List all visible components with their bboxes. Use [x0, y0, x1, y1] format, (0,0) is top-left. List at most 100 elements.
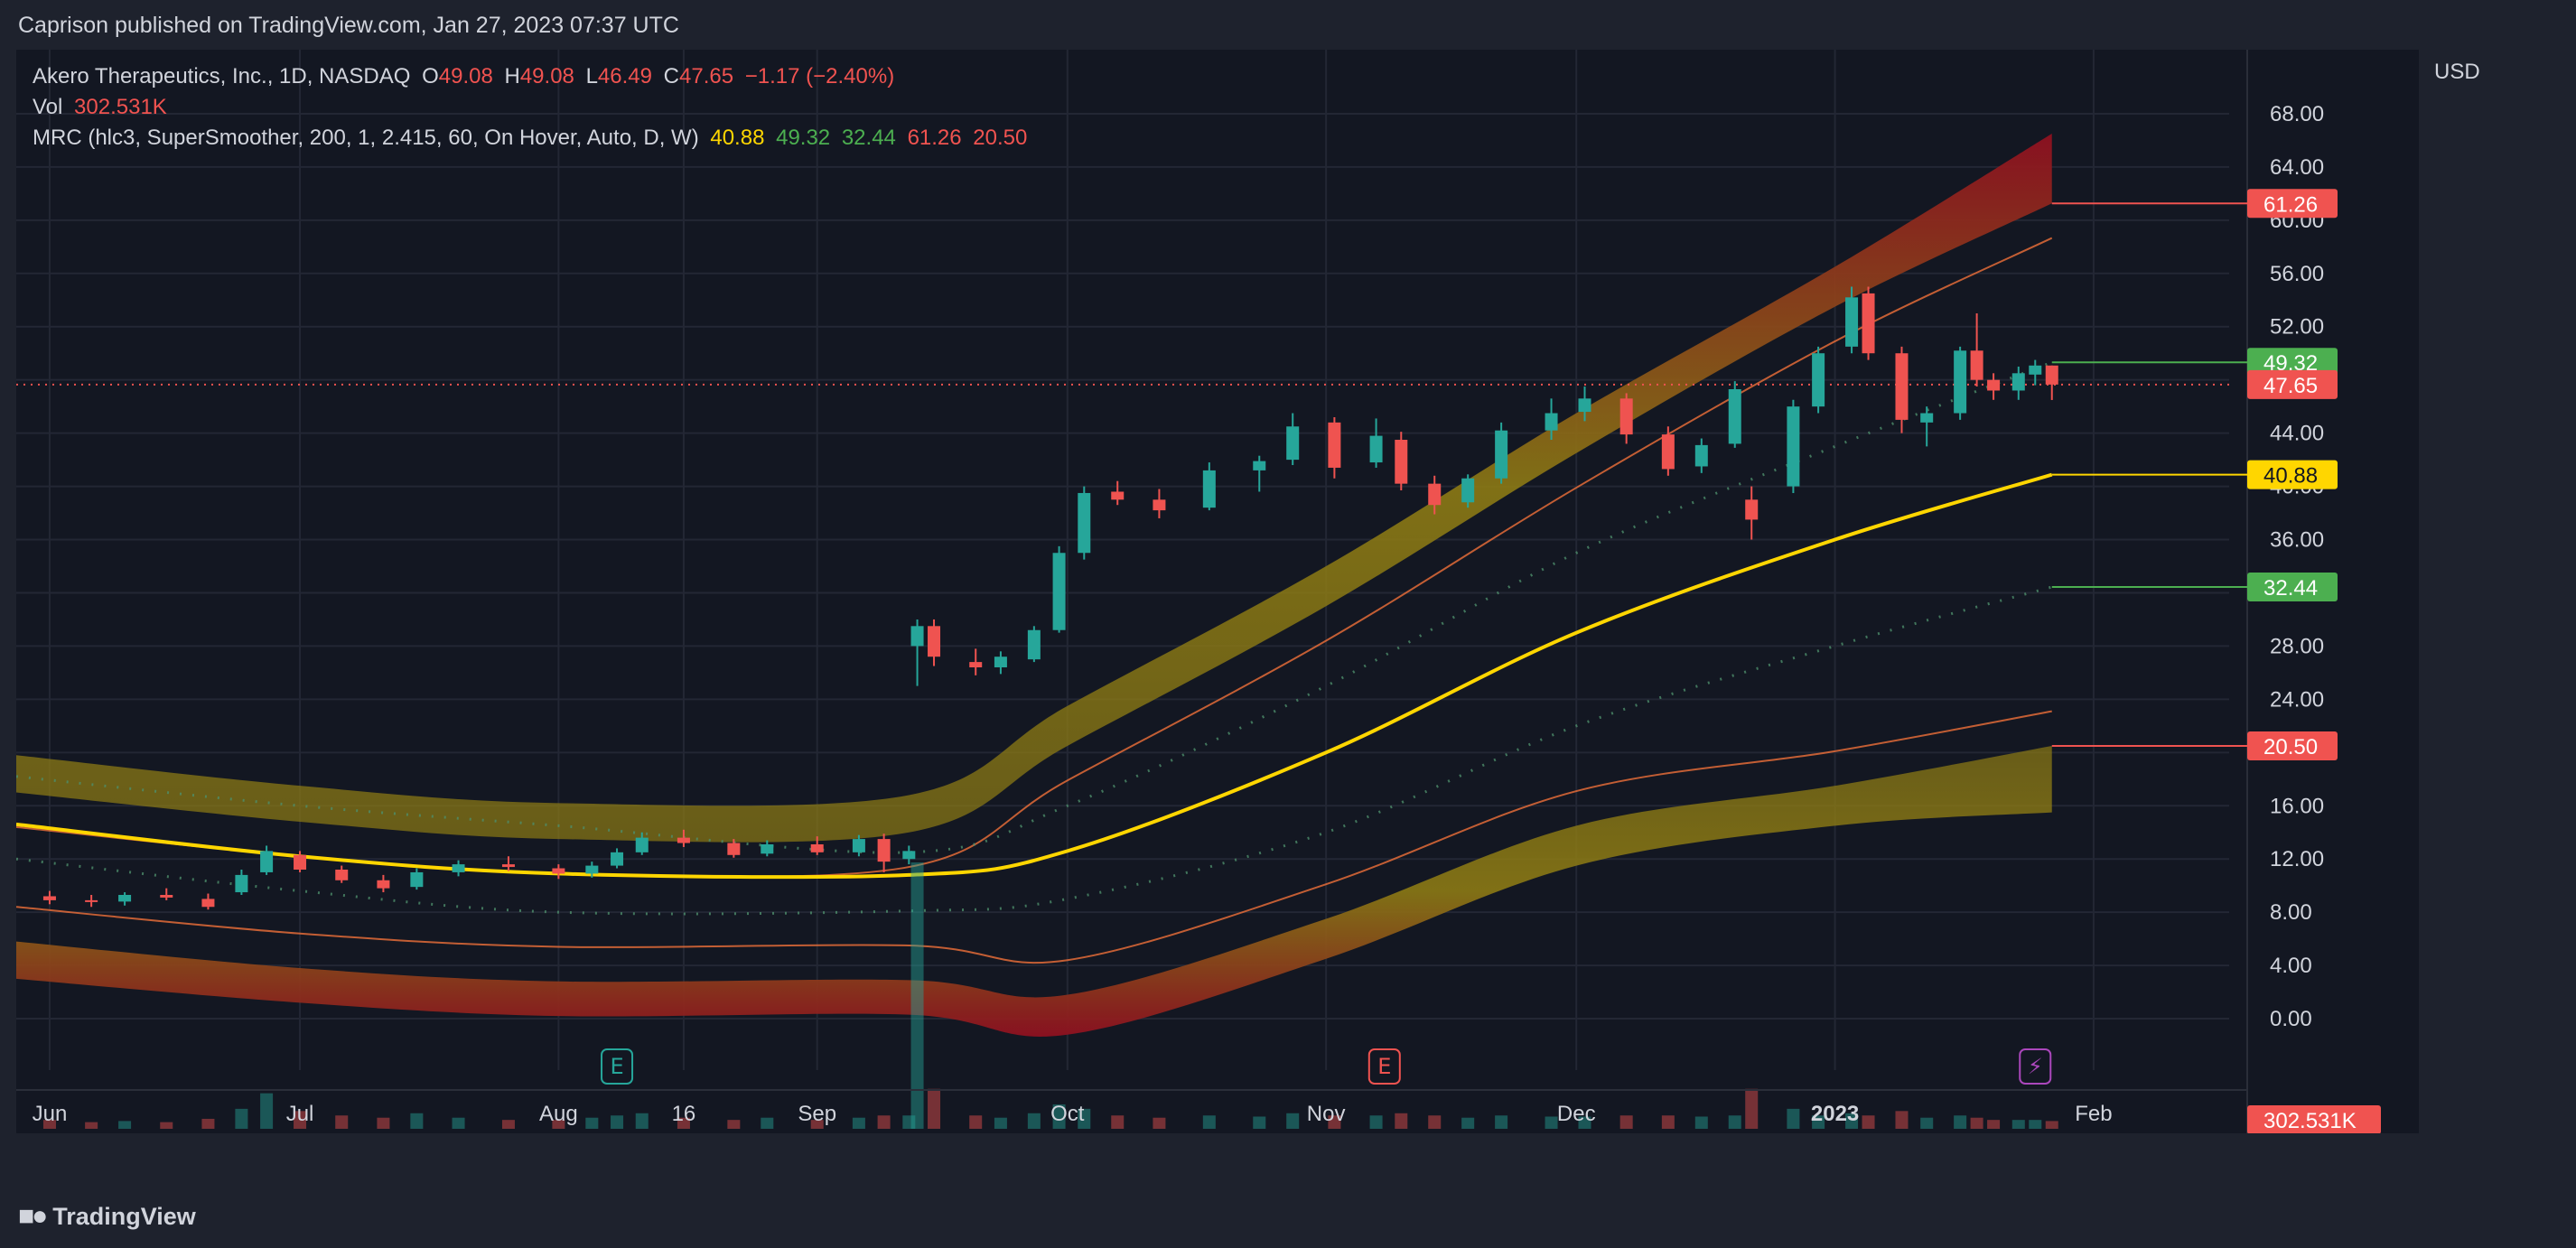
- candle-body[interactable]: [1052, 553, 1066, 630]
- candle-body[interactable]: [1027, 629, 1041, 660]
- volume-bar: [1728, 1115, 1741, 1129]
- candle-body[interactable]: [635, 837, 649, 852]
- candle-body[interactable]: [335, 870, 349, 880]
- candle-body[interactable]: [1862, 293, 1875, 354]
- candle-body[interactable]: [201, 899, 215, 908]
- candle-body[interactable]: [1812, 353, 1825, 407]
- price-chart[interactable]: 68.0064.0060.0056.0052.0048.0044.0040.00…: [16, 50, 2419, 1133]
- volume-label-box[interactable]: [2247, 1105, 2381, 1133]
- chart-pane[interactable]: 68.0064.0060.0056.0052.0048.0044.0040.00…: [16, 50, 2419, 1133]
- candle-body[interactable]: [1286, 426, 1300, 461]
- candle-body[interactable]: [377, 880, 390, 889]
- candle-body[interactable]: [1694, 444, 1708, 467]
- candle-body[interactable]: [1545, 413, 1558, 431]
- candle-body[interactable]: [1111, 491, 1125, 500]
- candle-body[interactable]: [85, 899, 98, 902]
- y-tick-label: 16.00: [2270, 794, 2324, 818]
- candle-body[interactable]: [1202, 470, 1216, 508]
- candle-body[interactable]: [1954, 350, 1967, 414]
- candle-body[interactable]: [235, 874, 248, 893]
- candle-body[interactable]: [902, 851, 916, 860]
- candle-body[interactable]: [118, 895, 132, 902]
- y-tick-label: 0.00: [2270, 1007, 2312, 1031]
- price-label-text: 20.50: [2263, 735, 2318, 759]
- candle-body[interactable]: [611, 852, 624, 866]
- candle-body[interactable]: [1895, 353, 1909, 420]
- price-label-box[interactable]: [2247, 572, 2338, 601]
- candle-body[interactable]: [1369, 435, 1383, 463]
- earnings-event-icon[interactable]: [1367, 1048, 1401, 1085]
- candle-body[interactable]: [2045, 365, 2058, 385]
- candle-body[interactable]: [810, 844, 824, 852]
- candle-body[interactable]: [1428, 483, 1442, 506]
- candle-body[interactable]: [1328, 422, 1341, 468]
- candle-body[interactable]: [1495, 430, 1508, 479]
- ohlc-legend-row[interactable]: Akero Therapeutics, Inc., 1D, NASDAQ O49…: [33, 61, 1032, 92]
- x-tick-label: Oct: [1050, 1102, 1085, 1126]
- candle-body[interactable]: [294, 854, 307, 870]
- candle-body[interactable]: [1619, 398, 1633, 435]
- price-label-box[interactable]: [2247, 369, 2338, 399]
- candle-body[interactable]: [452, 864, 465, 872]
- volume-bar: [677, 1117, 690, 1129]
- candle-body[interactable]: [1970, 350, 1983, 380]
- candle-body[interactable]: [42, 896, 56, 900]
- volume-bar: [1027, 1113, 1041, 1129]
- volume-bar: [335, 1115, 349, 1129]
- candle-body[interactable]: [1920, 413, 1934, 423]
- mrc-legend-row[interactable]: MRC (hlc3, SuperSmoother, 200, 1, 2.415,…: [33, 123, 1032, 154]
- candle-body[interactable]: [727, 843, 741, 855]
- candle-body[interactable]: [1078, 492, 1091, 554]
- candle-body[interactable]: [1987, 379, 2001, 391]
- candle-body[interactable]: [1728, 389, 1741, 444]
- volume-bar: [235, 1108, 248, 1129]
- candle-body[interactable]: [1787, 406, 1800, 487]
- candle-body[interactable]: [677, 837, 690, 843]
- candle-body[interactable]: [1745, 499, 1759, 520]
- candle-body[interactable]: [994, 657, 1007, 667]
- mrc-lower-value: 20.50: [973, 126, 1028, 150]
- mrc-upper-half-line: [16, 360, 2053, 854]
- candle-body[interactable]: [1661, 434, 1675, 470]
- symbol-title[interactable]: Akero Therapeutics, Inc., 1D, NASDAQ: [33, 64, 411, 88]
- candle-body[interactable]: [1578, 398, 1591, 413]
- candle-body[interactable]: [852, 839, 865, 852]
- earnings-event-icon[interactable]: [2019, 1048, 2052, 1085]
- candle-body[interactable]: [160, 895, 173, 898]
- candle-body[interactable]: [928, 626, 941, 657]
- candle-body[interactable]: [969, 662, 983, 667]
- earnings-event-icon[interactable]: [601, 1048, 634, 1085]
- volume-bar: [910, 862, 924, 1129]
- candle-body[interactable]: [1845, 297, 1859, 347]
- price-label-box[interactable]: [2247, 460, 2338, 489]
- candle-body[interactable]: [2011, 373, 2025, 391]
- y-tick-label: 68.00: [2270, 102, 2324, 126]
- candle-body[interactable]: [552, 868, 565, 874]
- candle-body[interactable]: [1395, 440, 1408, 484]
- volume-bar: [452, 1117, 465, 1129]
- currency-label[interactable]: USD: [2434, 60, 2480, 84]
- low-value: 46.49: [597, 64, 652, 88]
- candle-body[interactable]: [1461, 478, 1475, 503]
- candle-body[interactable]: [2029, 365, 2042, 375]
- y-tick-label: 56.00: [2270, 262, 2324, 286]
- candle-body[interactable]: [585, 865, 599, 874]
- price-label-box[interactable]: [2247, 731, 2338, 760]
- candle-body[interactable]: [877, 839, 891, 862]
- candle-body[interactable]: [1253, 461, 1266, 470]
- volume-bar: [761, 1117, 774, 1129]
- candle-body[interactable]: [761, 844, 774, 854]
- volume-bar: [585, 1117, 599, 1129]
- candle-body[interactable]: [501, 864, 515, 868]
- volume-bar: [1954, 1115, 1967, 1129]
- candle-body[interactable]: [910, 626, 924, 647]
- brand-footer[interactable]: ■● TradingView: [18, 1201, 196, 1232]
- candle-body[interactable]: [410, 871, 424, 888]
- close-value: 47.65: [679, 64, 734, 88]
- candle-body[interactable]: [260, 851, 274, 872]
- candle-body[interactable]: [1153, 499, 1166, 511]
- price-label-box[interactable]: [2247, 348, 2338, 377]
- volume-legend-row[interactable]: Vol 302.531K: [33, 92, 1032, 123]
- x-tick-label: 2023: [1811, 1102, 1859, 1126]
- price-label-box[interactable]: [2247, 189, 2338, 219]
